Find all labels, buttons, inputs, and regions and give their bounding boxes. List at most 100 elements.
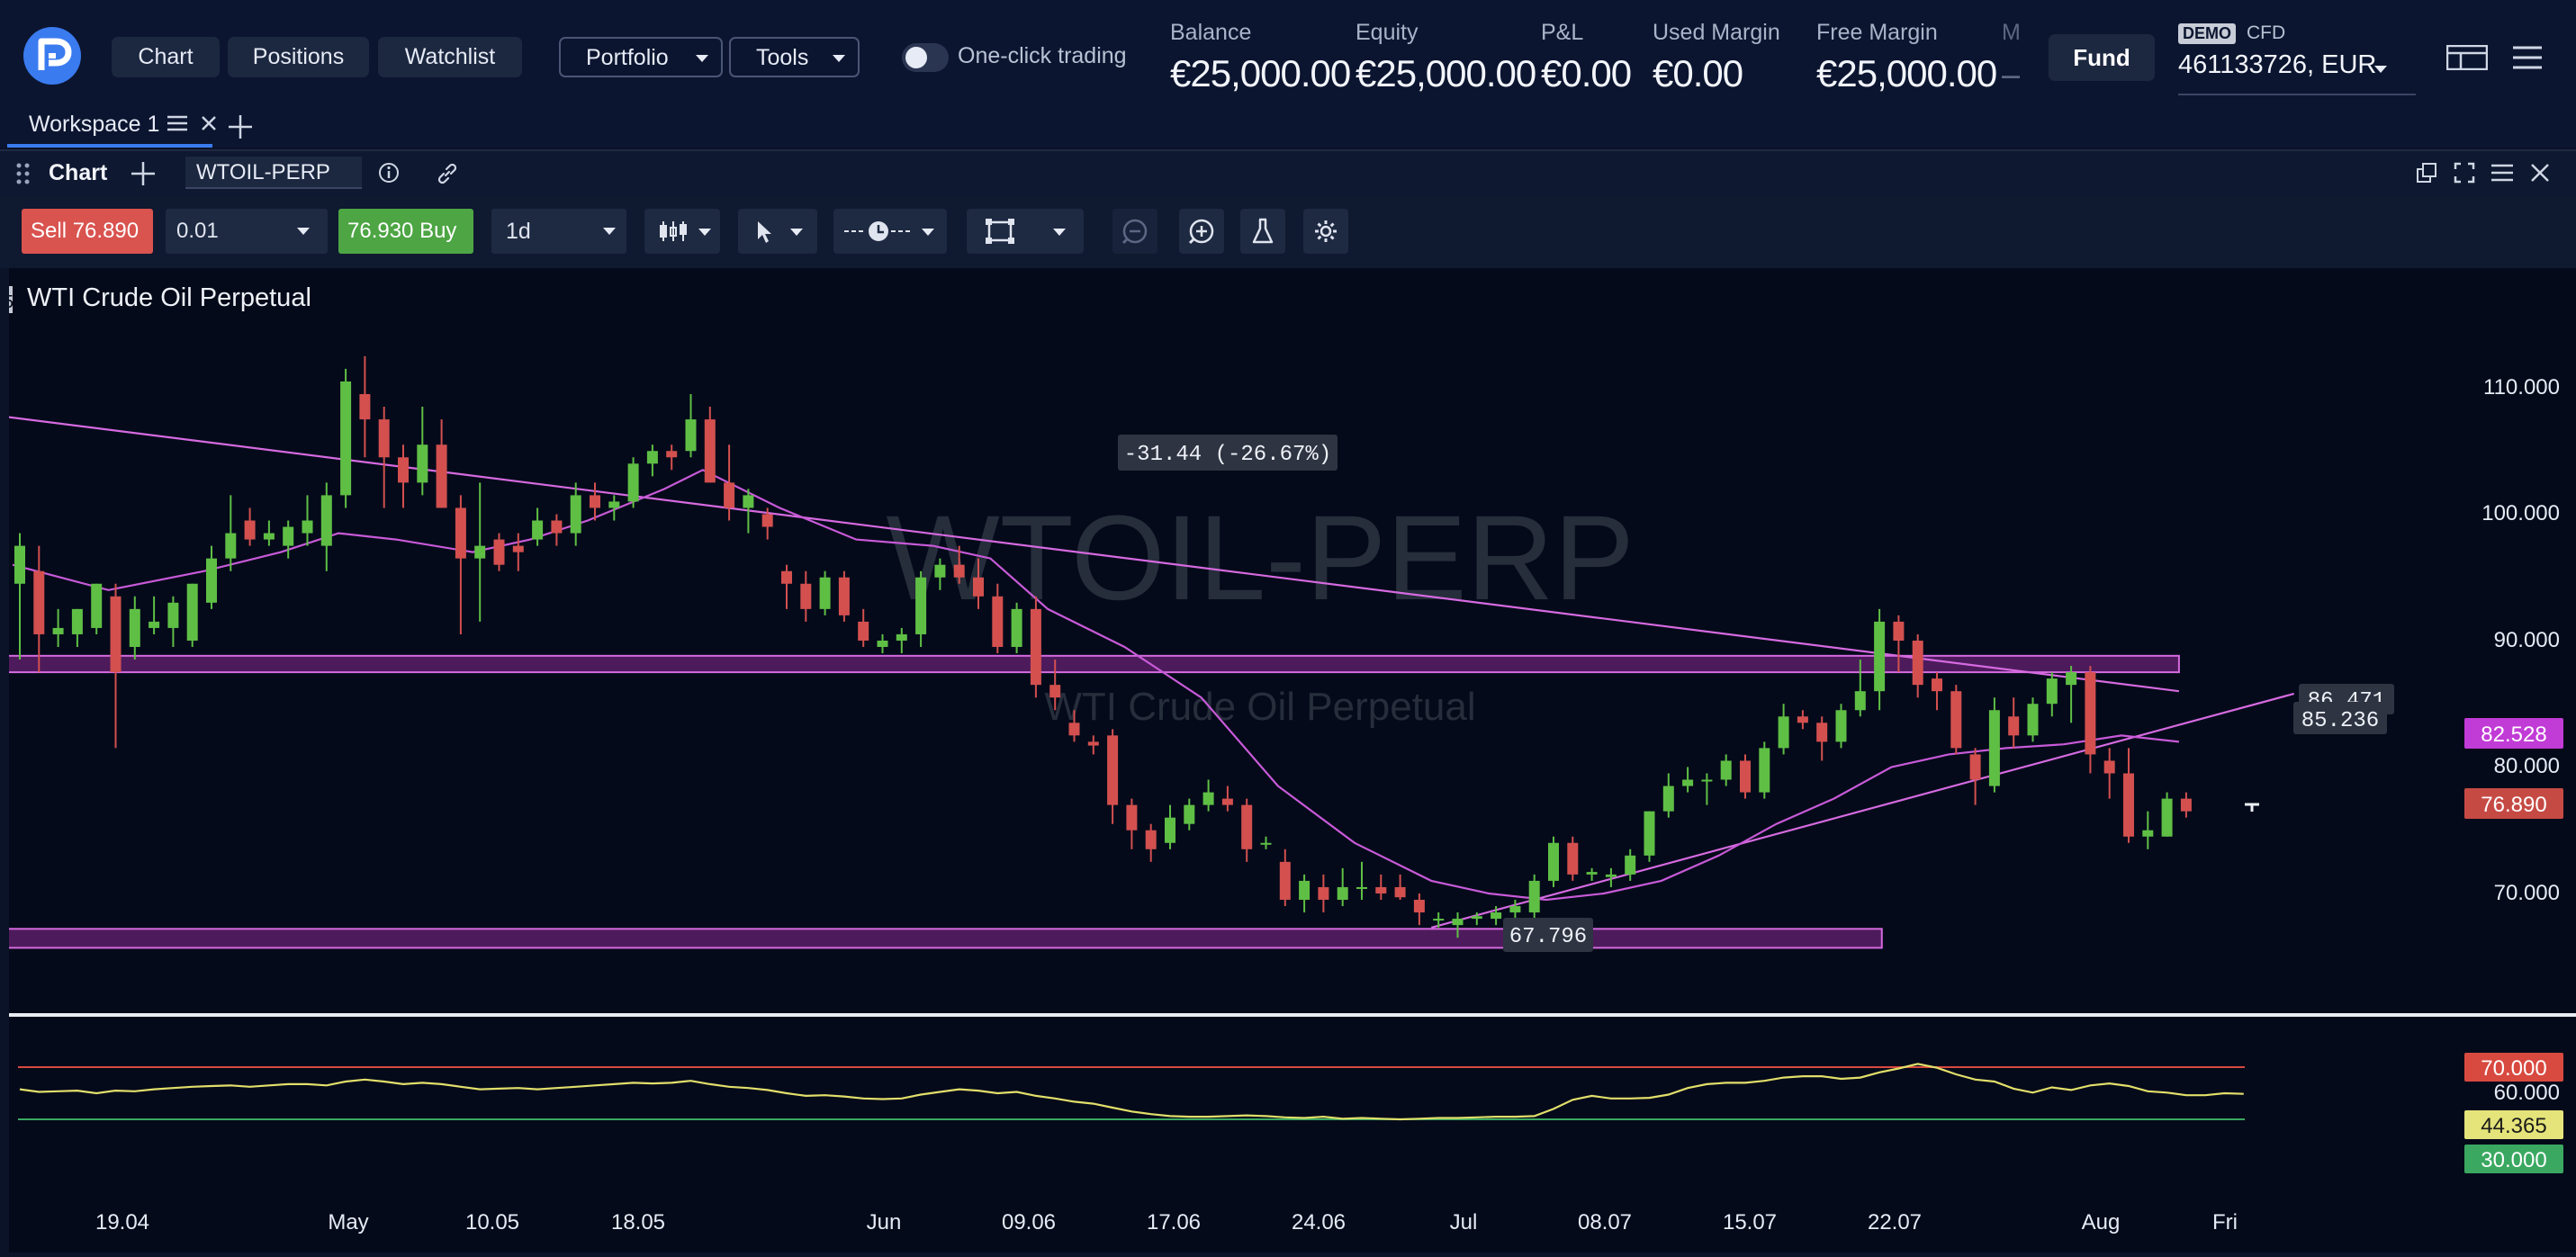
trendline-label-b: 85.236 <box>2301 709 2379 733</box>
settings-button[interactable] <box>1303 209 1348 254</box>
cursor-tool-button[interactable] <box>738 209 817 254</box>
quantity-select[interactable]: 0.01 <box>166 209 328 254</box>
candle-body <box>149 621 160 628</box>
margin-level-value: – <box>2002 52 2020 95</box>
workspace-tabs: Workspace 1 <box>0 106 2576 148</box>
candle-body <box>2046 678 2058 705</box>
layout-icon[interactable] <box>2445 44 2489 75</box>
sell-label: Sell <box>31 219 68 243</box>
link-icon[interactable] <box>436 162 459 190</box>
candle-body <box>1874 621 1886 692</box>
candle-body <box>474 545 486 559</box>
shape-tool-button[interactable] <box>967 209 1084 254</box>
one-click-trading-toggle[interactable] <box>902 43 949 72</box>
candle-body <box>1260 842 1272 845</box>
chart-type-button[interactable] <box>644 209 720 254</box>
candle-body <box>512 545 524 552</box>
fund-button[interactable]: Fund <box>2049 34 2155 81</box>
pane-separator[interactable] <box>9 1013 2576 1017</box>
candle-body <box>1912 640 1923 686</box>
candle-body <box>1662 786 1674 812</box>
candle-body <box>704 419 716 483</box>
workspace-tab[interactable]: Workspace 1 <box>7 106 216 148</box>
sell-button[interactable]: Sell 76.890 <box>22 209 153 254</box>
drag-handle-icon[interactable] <box>16 163 31 189</box>
price-tick: 90.000 <box>2494 628 2560 652</box>
candle-body <box>608 501 620 508</box>
tab-menu-icon[interactable] <box>167 114 187 137</box>
candle-body <box>973 577 984 597</box>
symbol-watermark: WTOIL-PERP <box>886 491 1634 625</box>
candle-body <box>627 463 639 502</box>
date-tick: 10.05 <box>465 1210 519 1235</box>
app-logo-icon[interactable] <box>23 27 81 85</box>
demo-badge: DEMO <box>2178 23 2236 44</box>
nav-chart[interactable]: Chart <box>112 37 220 77</box>
support-zone <box>5 654 2180 674</box>
candle-body <box>2027 704 2039 736</box>
rsi-line <box>19 1063 2244 1121</box>
candle-body <box>646 451 658 464</box>
price-chart[interactable]: WTOIL-PERP WTI Crude Oil Perpetual 5 WTI… <box>0 268 2576 1253</box>
panel-menu-icon[interactable] <box>2491 163 2513 187</box>
support-zone <box>5 928 1883 949</box>
chart-area[interactable]: WTOIL-PERP WTI Crude Oil Perpetual 5 WTI… <box>0 268 2576 1253</box>
indicators-button[interactable] <box>1240 209 1285 254</box>
zoom-in-button[interactable] <box>1179 209 1224 254</box>
buy-label: Buy <box>419 219 457 243</box>
line-tool-button[interactable] <box>833 209 947 254</box>
candle-body <box>1509 906 1521 913</box>
zoom-out-button[interactable] <box>1112 209 1157 254</box>
candle-body <box>1375 886 1387 893</box>
info-icon[interactable] <box>378 162 400 188</box>
popout-icon[interactable] <box>2416 162 2437 188</box>
chevron-down-icon <box>2374 66 2387 73</box>
candle-body <box>1087 741 1099 746</box>
maximize-icon[interactable] <box>2454 162 2475 188</box>
candle-body <box>302 520 313 534</box>
buy-button[interactable]: 76.930 Buy <box>338 209 473 254</box>
candle-body <box>378 419 390 458</box>
menu-icon[interactable] <box>2513 45 2542 75</box>
account-selector[interactable]: 461133726, EUR <box>2178 50 2416 95</box>
candle-body <box>743 495 754 508</box>
candle-body <box>1988 710 2000 786</box>
portfolio-menu[interactable]: Portfolio <box>559 37 723 77</box>
close-tab-icon[interactable] <box>200 114 218 137</box>
candle-body <box>1625 855 1636 875</box>
close-panel-icon[interactable] <box>2529 162 2551 188</box>
add-panel-icon[interactable] <box>131 162 155 190</box>
rsi-oversold-label: 30.000 <box>2481 1148 2546 1172</box>
candles-icon <box>660 221 687 241</box>
date-tick: 08.07 <box>1578 1210 1632 1235</box>
date-tick: 19.04 <box>95 1210 149 1235</box>
candle-body <box>1491 912 1502 920</box>
one-click-trading-label: One-click trading <box>958 43 1127 68</box>
candle-body <box>1299 880 1311 900</box>
nav-positions[interactable]: Positions <box>228 37 369 77</box>
candle-body <box>167 602 179 628</box>
candle-body <box>1740 760 1751 793</box>
candle-body <box>590 495 600 508</box>
nav-watchlist[interactable]: Watchlist <box>378 37 522 77</box>
candle-body <box>1548 842 1559 881</box>
rsi-overbought-badge <box>2464 1053 2563 1082</box>
candle-body <box>33 570 45 634</box>
candle-body <box>71 608 83 634</box>
candle-body <box>896 633 907 641</box>
symbol-input[interactable]: WTOIL-PERP <box>185 157 362 189</box>
candle-body <box>417 444 428 483</box>
tools-menu[interactable]: Tools <box>729 37 860 77</box>
candle-body <box>1030 608 1041 686</box>
candle-body <box>800 583 812 609</box>
add-workspace-icon[interactable] <box>229 115 252 143</box>
candle-body <box>1165 817 1175 843</box>
account-number: 461133726, EUR <box>2178 50 2377 79</box>
candle-body <box>1605 874 1617 877</box>
candle-body <box>340 381 352 496</box>
trend-line <box>1430 692 2294 929</box>
candle-body <box>1337 886 1348 900</box>
zoom-in-icon <box>1188 219 1214 245</box>
candle-body <box>455 507 466 559</box>
timeframe-select[interactable]: 1d <box>491 209 626 254</box>
